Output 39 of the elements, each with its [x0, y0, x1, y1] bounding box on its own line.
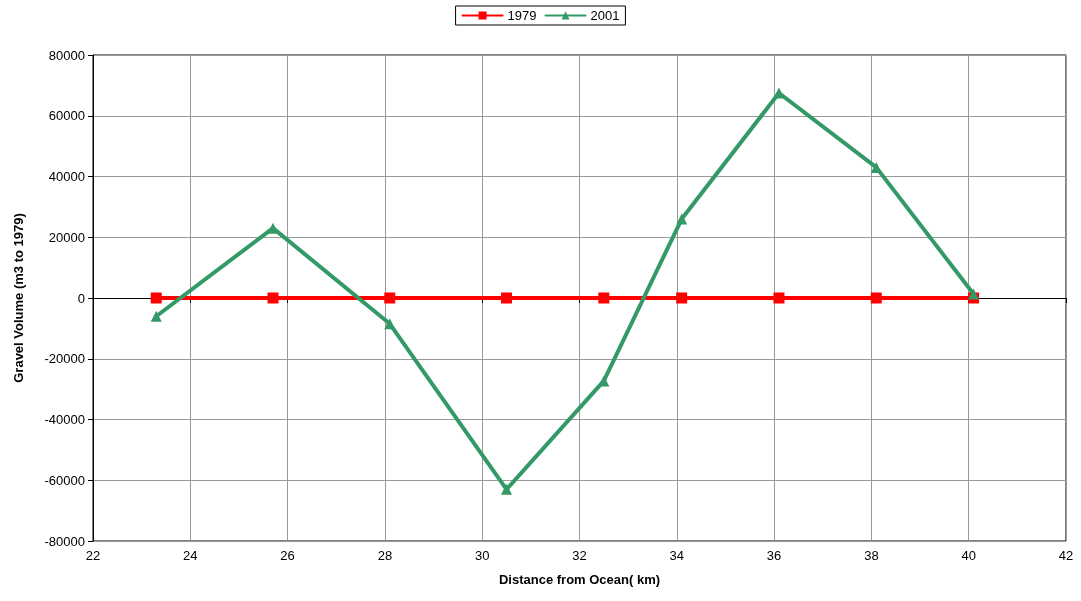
y-tick-label: 60000 — [48, 108, 85, 124]
x-tick-label: 42 — [1058, 548, 1074, 563]
point — [870, 292, 882, 304]
point — [501, 292, 513, 304]
x-tick-label: 22 — [85, 548, 101, 563]
point — [384, 318, 396, 330]
point — [501, 483, 513, 495]
point — [150, 292, 162, 304]
point — [384, 292, 396, 304]
y-tick-label: -40000 — [44, 412, 85, 427]
x-tick-label: 28 — [377, 548, 393, 563]
x-tick-label: 36 — [766, 548, 782, 563]
point — [676, 213, 688, 225]
x-tick-label: 24 — [183, 548, 198, 563]
x-tick-label: 34 — [669, 548, 685, 563]
x-tick-label: 32 — [572, 548, 587, 563]
x-tick-label: 30 — [474, 548, 490, 563]
y-tick-label: 80000 — [48, 47, 85, 63]
x-tick-label: 38 — [864, 548, 879, 563]
point — [598, 292, 610, 304]
x-axis-title: Distance from Ocean( km) — [498, 572, 661, 587]
y-tick-label: 0 — [77, 290, 85, 306]
point — [968, 288, 980, 300]
legend-label: 2001 — [590, 8, 620, 23]
point — [773, 292, 785, 304]
point — [870, 161, 882, 173]
y-tick-label: 20000 — [48, 229, 85, 245]
point — [150, 310, 162, 322]
legend-label: 1979 — [507, 8, 537, 23]
y-axis-title: Gravel Volume (m3 to 1979) — [11, 213, 26, 383]
point — [773, 87, 785, 99]
y-tick-label: -80000 — [44, 533, 85, 549]
point — [267, 292, 279, 304]
point — [676, 292, 688, 304]
x-tick-label: 26 — [280, 548, 295, 563]
y-tick-label: -20000 — [44, 351, 85, 367]
x-tick-label: 40 — [961, 548, 976, 563]
y-tick-label: -60000 — [44, 472, 85, 488]
y-tick-label: 40000 — [48, 169, 85, 184]
